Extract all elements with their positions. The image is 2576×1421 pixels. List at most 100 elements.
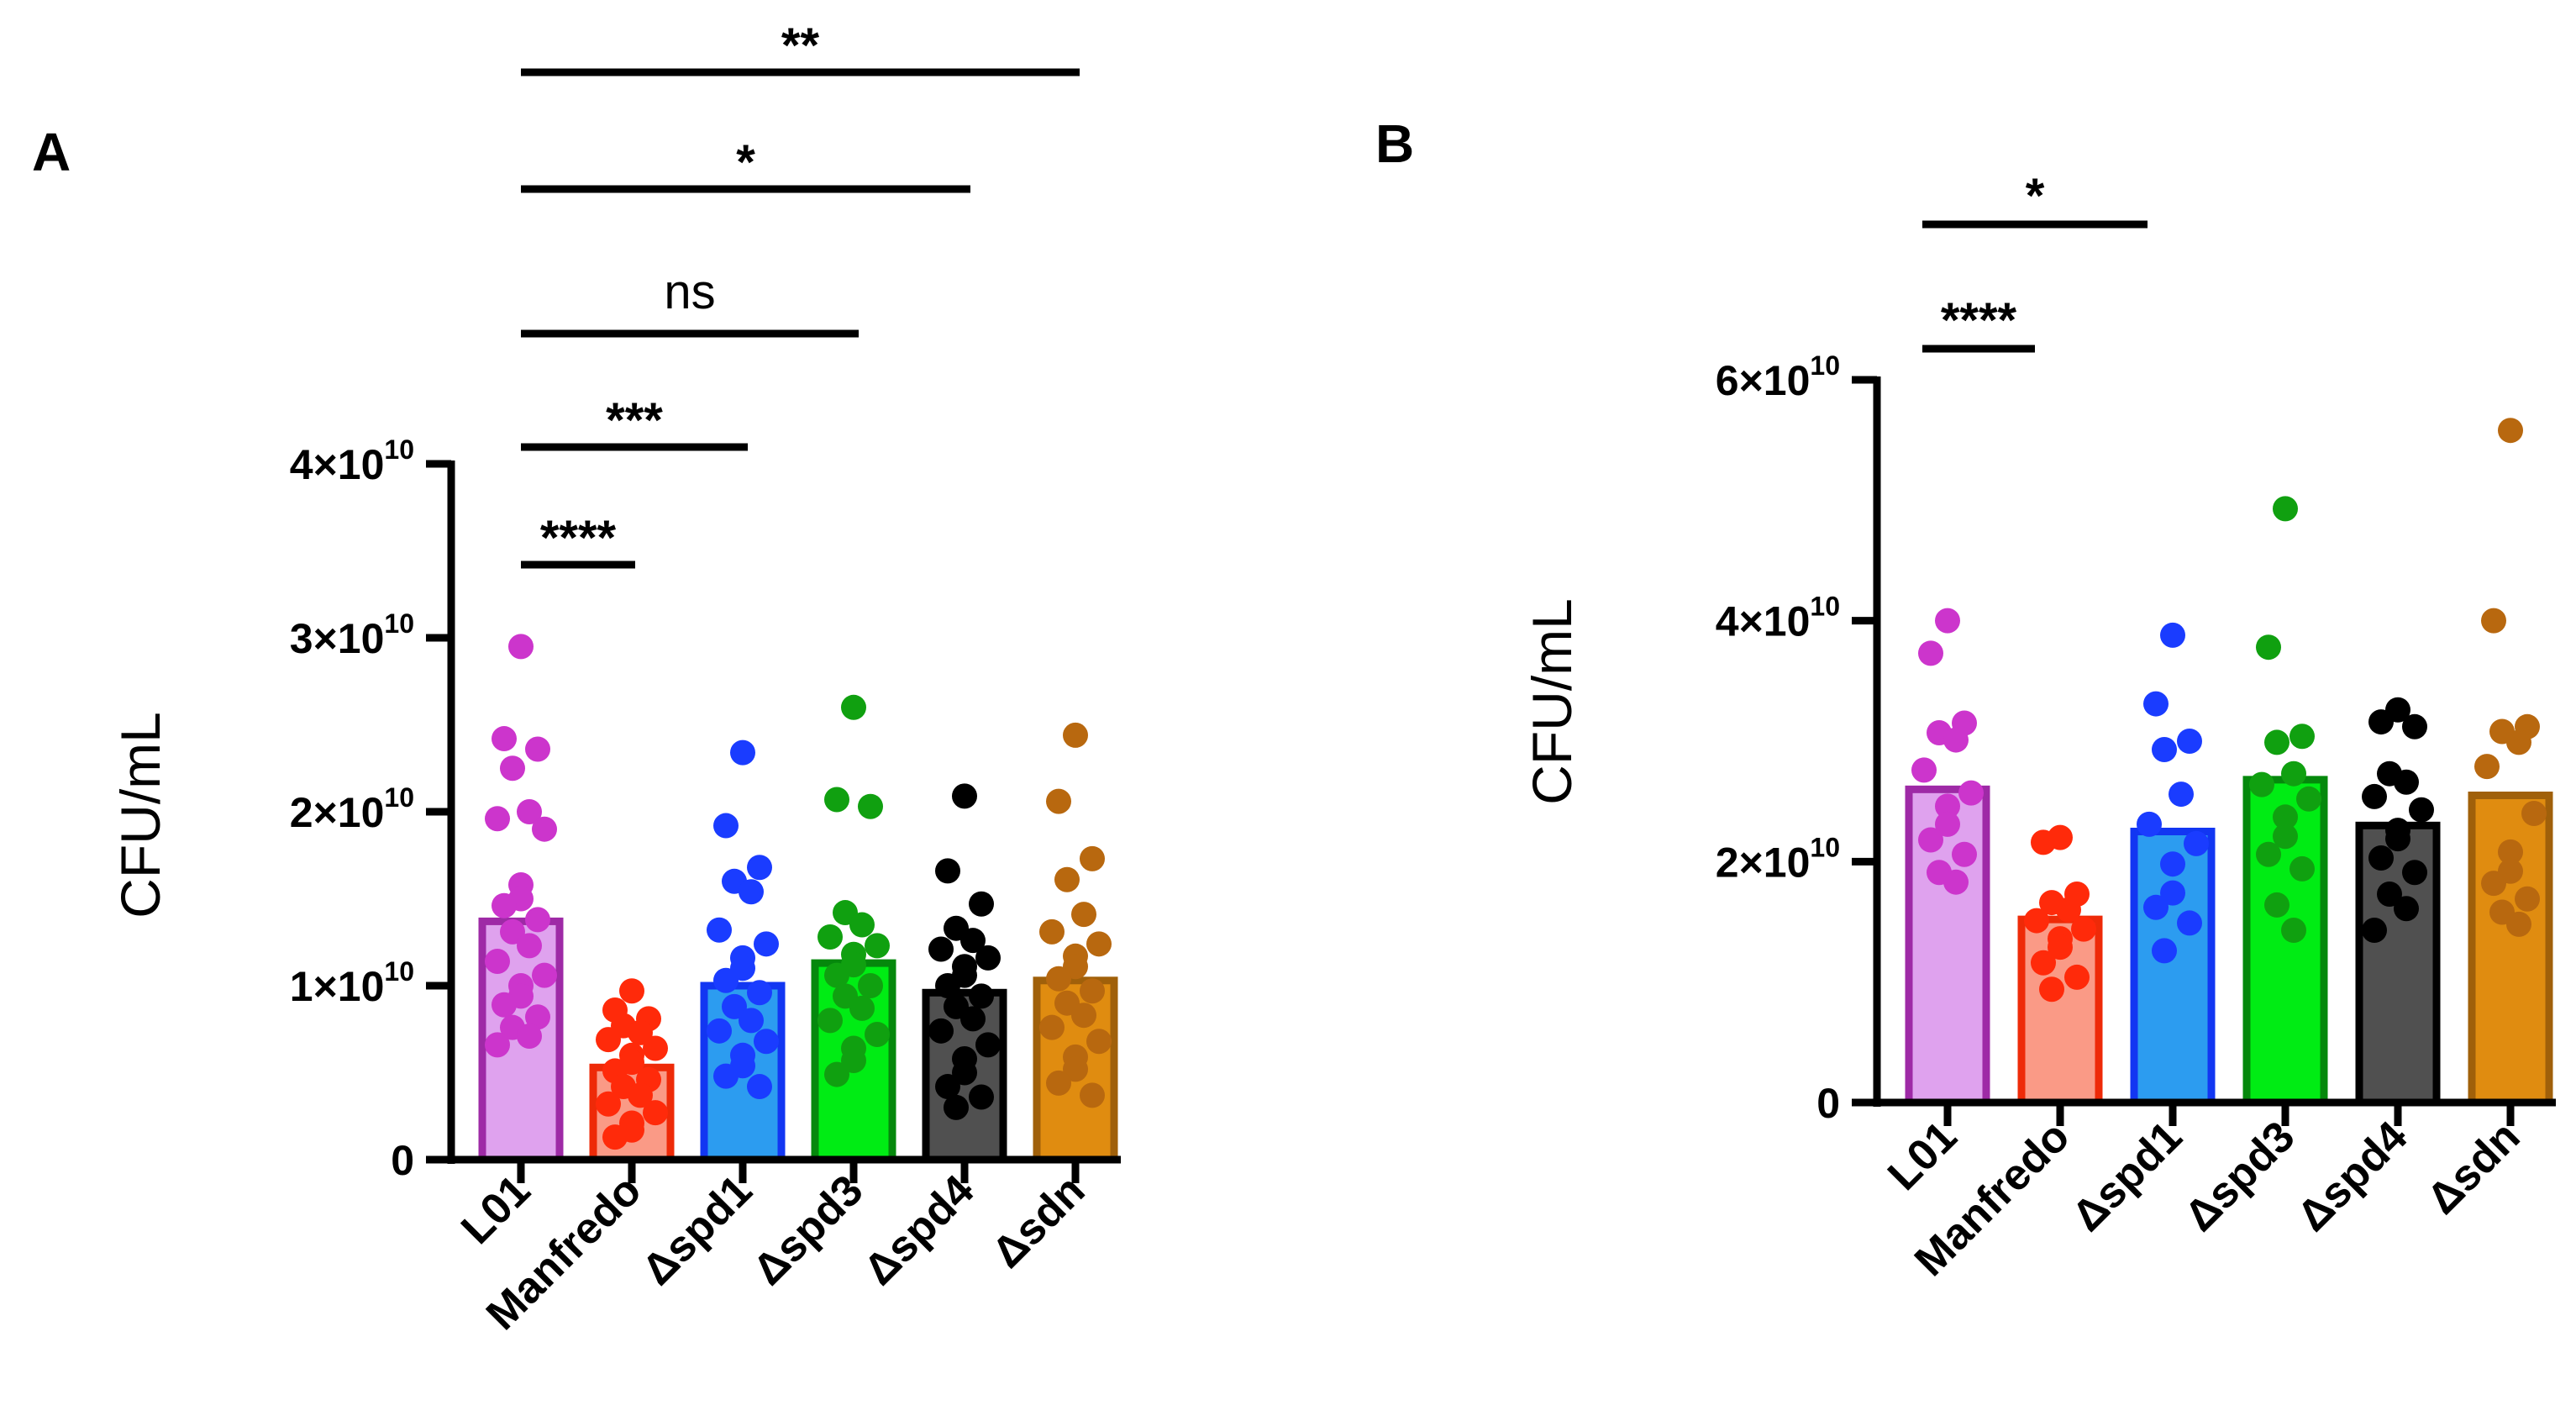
data-point [2521,801,2547,826]
data-point [841,1048,866,1074]
data-point [492,892,517,918]
data-point [517,933,542,959]
data-point [2160,880,2185,906]
data-point [2256,634,2281,661]
data-point [1039,918,1065,945]
data-point [2264,892,2289,918]
data-point [2474,754,2500,780]
chart-panel-b: CFU/mL02×10104×10106×1010L01ManfredoΔspd… [1521,169,2556,1286]
data-point [858,793,883,819]
data-point [713,1063,739,1089]
data-point [739,879,764,905]
data-point [628,1082,653,1108]
data-point [747,855,772,881]
data-point [2506,729,2531,755]
data-point [532,816,557,842]
data-point [739,1008,764,1034]
data-point [1935,793,1960,819]
y-tick-label: 6×1010 [1716,350,1840,404]
chart-panel-a: CFU/mL01×10102×10103×10104×1010L01Manfre… [109,18,1121,1339]
data-point [508,634,534,660]
data-point [492,992,517,1018]
y-tick-label: 1×1010 [290,956,414,1010]
data-point [849,995,875,1021]
x-tick-label: L01 [1879,1112,1966,1199]
data-point [1918,827,1943,853]
data-point [517,1024,542,1050]
data-point [713,967,739,993]
data-point [1046,1070,1071,1096]
data-point [935,1074,960,1100]
data-point [1918,640,1943,666]
x-tick-label: Δspd4 [854,1166,983,1294]
data-point [485,1032,510,1058]
data-point [2296,786,2321,812]
y-tick-label: 3×1010 [290,608,414,662]
data-point [1952,841,1977,867]
data-point [975,1032,1001,1058]
data-point [2024,908,2049,934]
data-point [754,931,779,957]
data-point [1039,1014,1065,1040]
y-axis-label: CFU/mL [109,712,171,918]
data-point [2394,896,2419,922]
significance-label: * [736,135,755,190]
data-point [1080,978,1105,1004]
data-point [2289,724,2315,750]
data-point [2169,782,2194,808]
data-point [2481,608,2506,634]
data-point [713,813,739,839]
data-point [500,918,525,945]
data-point [1080,845,1105,871]
data-point [2368,709,2394,735]
data-point [969,983,994,1009]
data-point [1086,1029,1112,1055]
data-point [2256,841,2281,867]
data-point [2177,910,2202,936]
data-point [730,739,755,766]
data-point [2264,729,2289,755]
data-point [2273,496,2298,522]
data-point [2385,826,2410,852]
y-tick-label: 4×1010 [290,434,414,488]
data-point [1958,780,1984,806]
x-tick-label: Δspd1 [633,1166,761,1294]
data-point [928,1018,954,1044]
data-point [532,962,557,988]
y-tick-label: 2×1010 [1716,832,1840,886]
data-point [2152,737,2177,763]
data-point [2048,934,2073,960]
data-point [485,806,510,832]
data-point [2071,916,2096,942]
data-point [2377,882,2402,908]
data-point [2362,783,2387,809]
data-point [2368,845,2394,871]
significance-label: ** [781,18,820,73]
data-point [1054,866,1080,892]
data-point [2143,691,2169,717]
data-point [960,1006,986,1032]
y-tick-label: 2×1010 [290,782,414,836]
data-point [1071,902,1096,928]
data-point [935,973,960,998]
data-point [2402,713,2427,739]
data-point [2402,860,2427,886]
data-point [2281,760,2306,787]
x-tick-label: L01 [452,1166,539,1253]
data-point [841,694,866,720]
data-point [2031,829,2056,855]
data-point [975,945,1001,971]
data-point [824,1061,849,1087]
data-point [2281,918,2306,944]
data-point [517,799,542,824]
y-axis-label: CFU/mL [1521,598,1583,805]
data-point [2160,622,2185,648]
data-point [824,962,849,988]
data-point [969,891,994,917]
data-point [1935,811,1960,837]
data-point [1935,608,1960,634]
data-point [1911,757,1937,783]
x-tick-label: Δspd3 [2175,1112,2304,1240]
data-point [969,1084,994,1110]
